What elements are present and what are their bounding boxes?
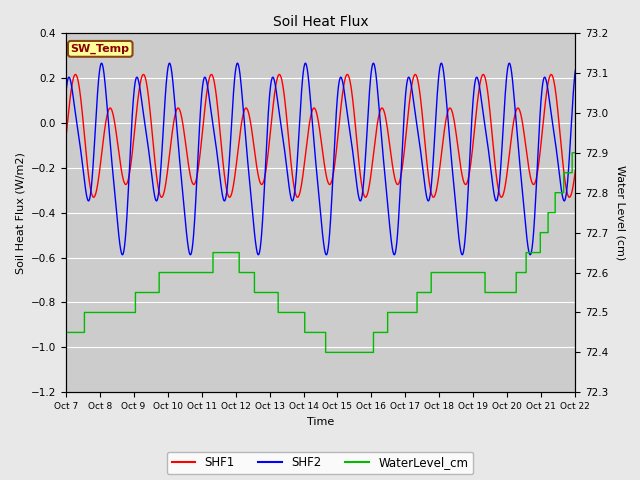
Line: SHF1: SHF1	[66, 74, 575, 197]
SHF1	[511, 109, 519, 115]
Text: SW_Temp: SW_Temp	[71, 44, 130, 54]
SHF2	[511, 111, 519, 117]
SHF1	[90, 194, 97, 200]
X-axis label: Time: Time	[307, 417, 334, 427]
Line: WaterLevel_cm: WaterLevel_cm	[66, 153, 575, 352]
SHF2	[163, 76, 170, 82]
SHF2	[234, 60, 241, 66]
Line: SHF2: SHF2	[66, 63, 575, 255]
SHF2	[467, 140, 474, 145]
WaterLevel_cm	[572, 150, 579, 156]
SHF1	[572, 168, 579, 173]
SHF1	[412, 72, 419, 77]
WaterLevel_cm	[467, 270, 474, 276]
Legend: SHF1, SHF2, WaterLevel_cm: SHF1, SHF2, WaterLevel_cm	[167, 452, 473, 474]
SHF1	[467, 163, 474, 168]
Y-axis label: Soil Heat Flux (W/m2): Soil Heat Flux (W/m2)	[15, 152, 25, 274]
WaterLevel_cm	[400, 310, 408, 315]
SHF1	[232, 161, 240, 167]
SHF1	[175, 107, 183, 112]
WaterLevel_cm	[163, 270, 170, 276]
WaterLevel_cm	[322, 349, 330, 355]
SHF2	[175, 150, 183, 156]
SHF1	[62, 137, 70, 143]
SHF2	[62, 93, 70, 99]
SHF2	[572, 67, 579, 73]
WaterLevel_cm	[511, 289, 519, 295]
WaterLevel_cm	[568, 150, 576, 156]
SHF2	[232, 64, 240, 70]
Title: Soil Heat Flux: Soil Heat Flux	[273, 15, 368, 29]
SHF2	[255, 252, 262, 258]
SHF1	[400, 155, 408, 160]
Y-axis label: Water Level (cm): Water Level (cm)	[615, 165, 625, 260]
WaterLevel_cm	[62, 330, 70, 336]
SHF1	[163, 172, 171, 178]
WaterLevel_cm	[175, 270, 183, 276]
WaterLevel_cm	[232, 250, 240, 255]
SHF2	[400, 115, 408, 121]
